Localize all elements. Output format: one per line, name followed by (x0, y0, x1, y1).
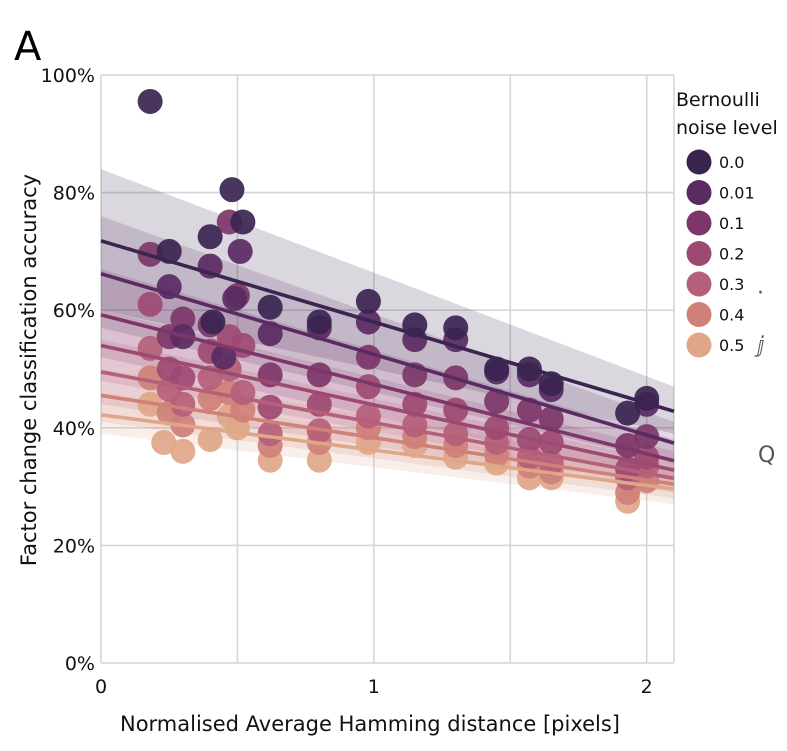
point-s3-0 (137, 291, 163, 317)
legend-label-6: 0.5 (719, 336, 744, 355)
stray-glyph-3: Q (758, 443, 775, 468)
x-axis-label: Normalised Average Hamming distance [pix… (120, 712, 620, 736)
point-s0-11 (484, 356, 510, 382)
fit-line-5 (100, 393, 675, 487)
point-s2-7 (306, 362, 332, 388)
point-s2-2 (170, 306, 196, 332)
fit-line-1 (100, 272, 675, 445)
legend-items: 0.0 0.01 0.1 0.2 0.3 0.4 0.5 (686, 149, 755, 358)
legend-swatch-6 (686, 332, 712, 358)
point-s0-7 (306, 309, 332, 335)
point-s0-10 (443, 315, 469, 341)
point-s6-1 (151, 430, 177, 455)
plot-background (101, 75, 674, 663)
legend-swatch-5 (686, 302, 712, 327)
legend-label-4: 0.3 (719, 275, 744, 294)
y-axis-ticks: 0% 20% 40% 60% 80% 100% (41, 65, 95, 675)
stray-glyph-1: · (757, 281, 764, 306)
point-s0-0 (137, 88, 163, 114)
legend-swatch-3 (686, 241, 712, 266)
point-s6-7 (306, 447, 332, 473)
fit-line-0 (100, 239, 675, 414)
regression-lines (100, 239, 675, 491)
x-axis-ticks: 0 1 2 (95, 676, 653, 698)
legend-label-3: 0.2 (719, 245, 744, 264)
y-tick-label-0: 0% (65, 653, 95, 675)
legend-swatch-4 (686, 271, 712, 297)
point-s5-0 (137, 365, 163, 391)
y-tick-label-3: 60% (53, 300, 95, 322)
x-tick-label-1: 1 (368, 676, 380, 698)
legend-label-5: 0.4 (719, 306, 744, 325)
legend-label-2: 0.1 (719, 214, 744, 233)
point-s0-6 (257, 294, 283, 320)
point-s0-4 (219, 177, 245, 203)
point-s6-3 (197, 427, 223, 453)
x-tick-label-0: 0 (95, 676, 107, 698)
point-s6-2 (170, 438, 196, 464)
point-s0-8 (355, 288, 381, 314)
y-tick-label-4: 80% (53, 183, 95, 205)
legend-label-1: 0.01 (719, 184, 755, 203)
point-s3-6 (257, 394, 283, 420)
legend-swatch-2 (686, 210, 712, 236)
point-s0-2 (197, 224, 223, 250)
point-s2-11 (484, 388, 510, 414)
point-s0-14 (615, 400, 641, 426)
point-s4-6 (257, 421, 283, 447)
legend-title-line-1: Bernoulli (676, 89, 760, 111)
y-tick-label-1: 20% (53, 535, 95, 557)
y-axis-label: Factor change classification accuracy (17, 174, 41, 566)
legend-title-line-2: noise level (676, 117, 778, 139)
point-s2-13 (538, 406, 564, 432)
x-tick-label-2: 2 (641, 676, 653, 698)
point-s4-2 (170, 391, 196, 417)
point-s3-2 (170, 365, 196, 391)
fit-line-3 (100, 343, 675, 472)
stray-glyph-2: ⅉ (754, 333, 765, 358)
point-s0-3 (200, 309, 226, 335)
legend-swatch-0 (686, 149, 712, 175)
panel-label: A (14, 24, 42, 70)
fit-line-6 (100, 413, 675, 491)
fit-line-4 (100, 370, 675, 481)
plot-area (100, 74, 675, 664)
point-s0-5 (230, 209, 256, 235)
fit-line-2 (100, 313, 675, 463)
legend-label-0: 0.0 (719, 153, 744, 172)
point-s1-3 (211, 344, 237, 370)
point-s1-4 (222, 285, 248, 311)
point-s1-5 (227, 238, 253, 264)
legend-swatch-1 (686, 180, 712, 205)
y-tick-label-2: 40% (53, 418, 95, 440)
point-s1-6 (257, 321, 283, 347)
y-tick-label-5: 100% (41, 65, 95, 87)
legend: Bernoulli noise level 0.00.010.10.20.30.… (676, 89, 778, 358)
